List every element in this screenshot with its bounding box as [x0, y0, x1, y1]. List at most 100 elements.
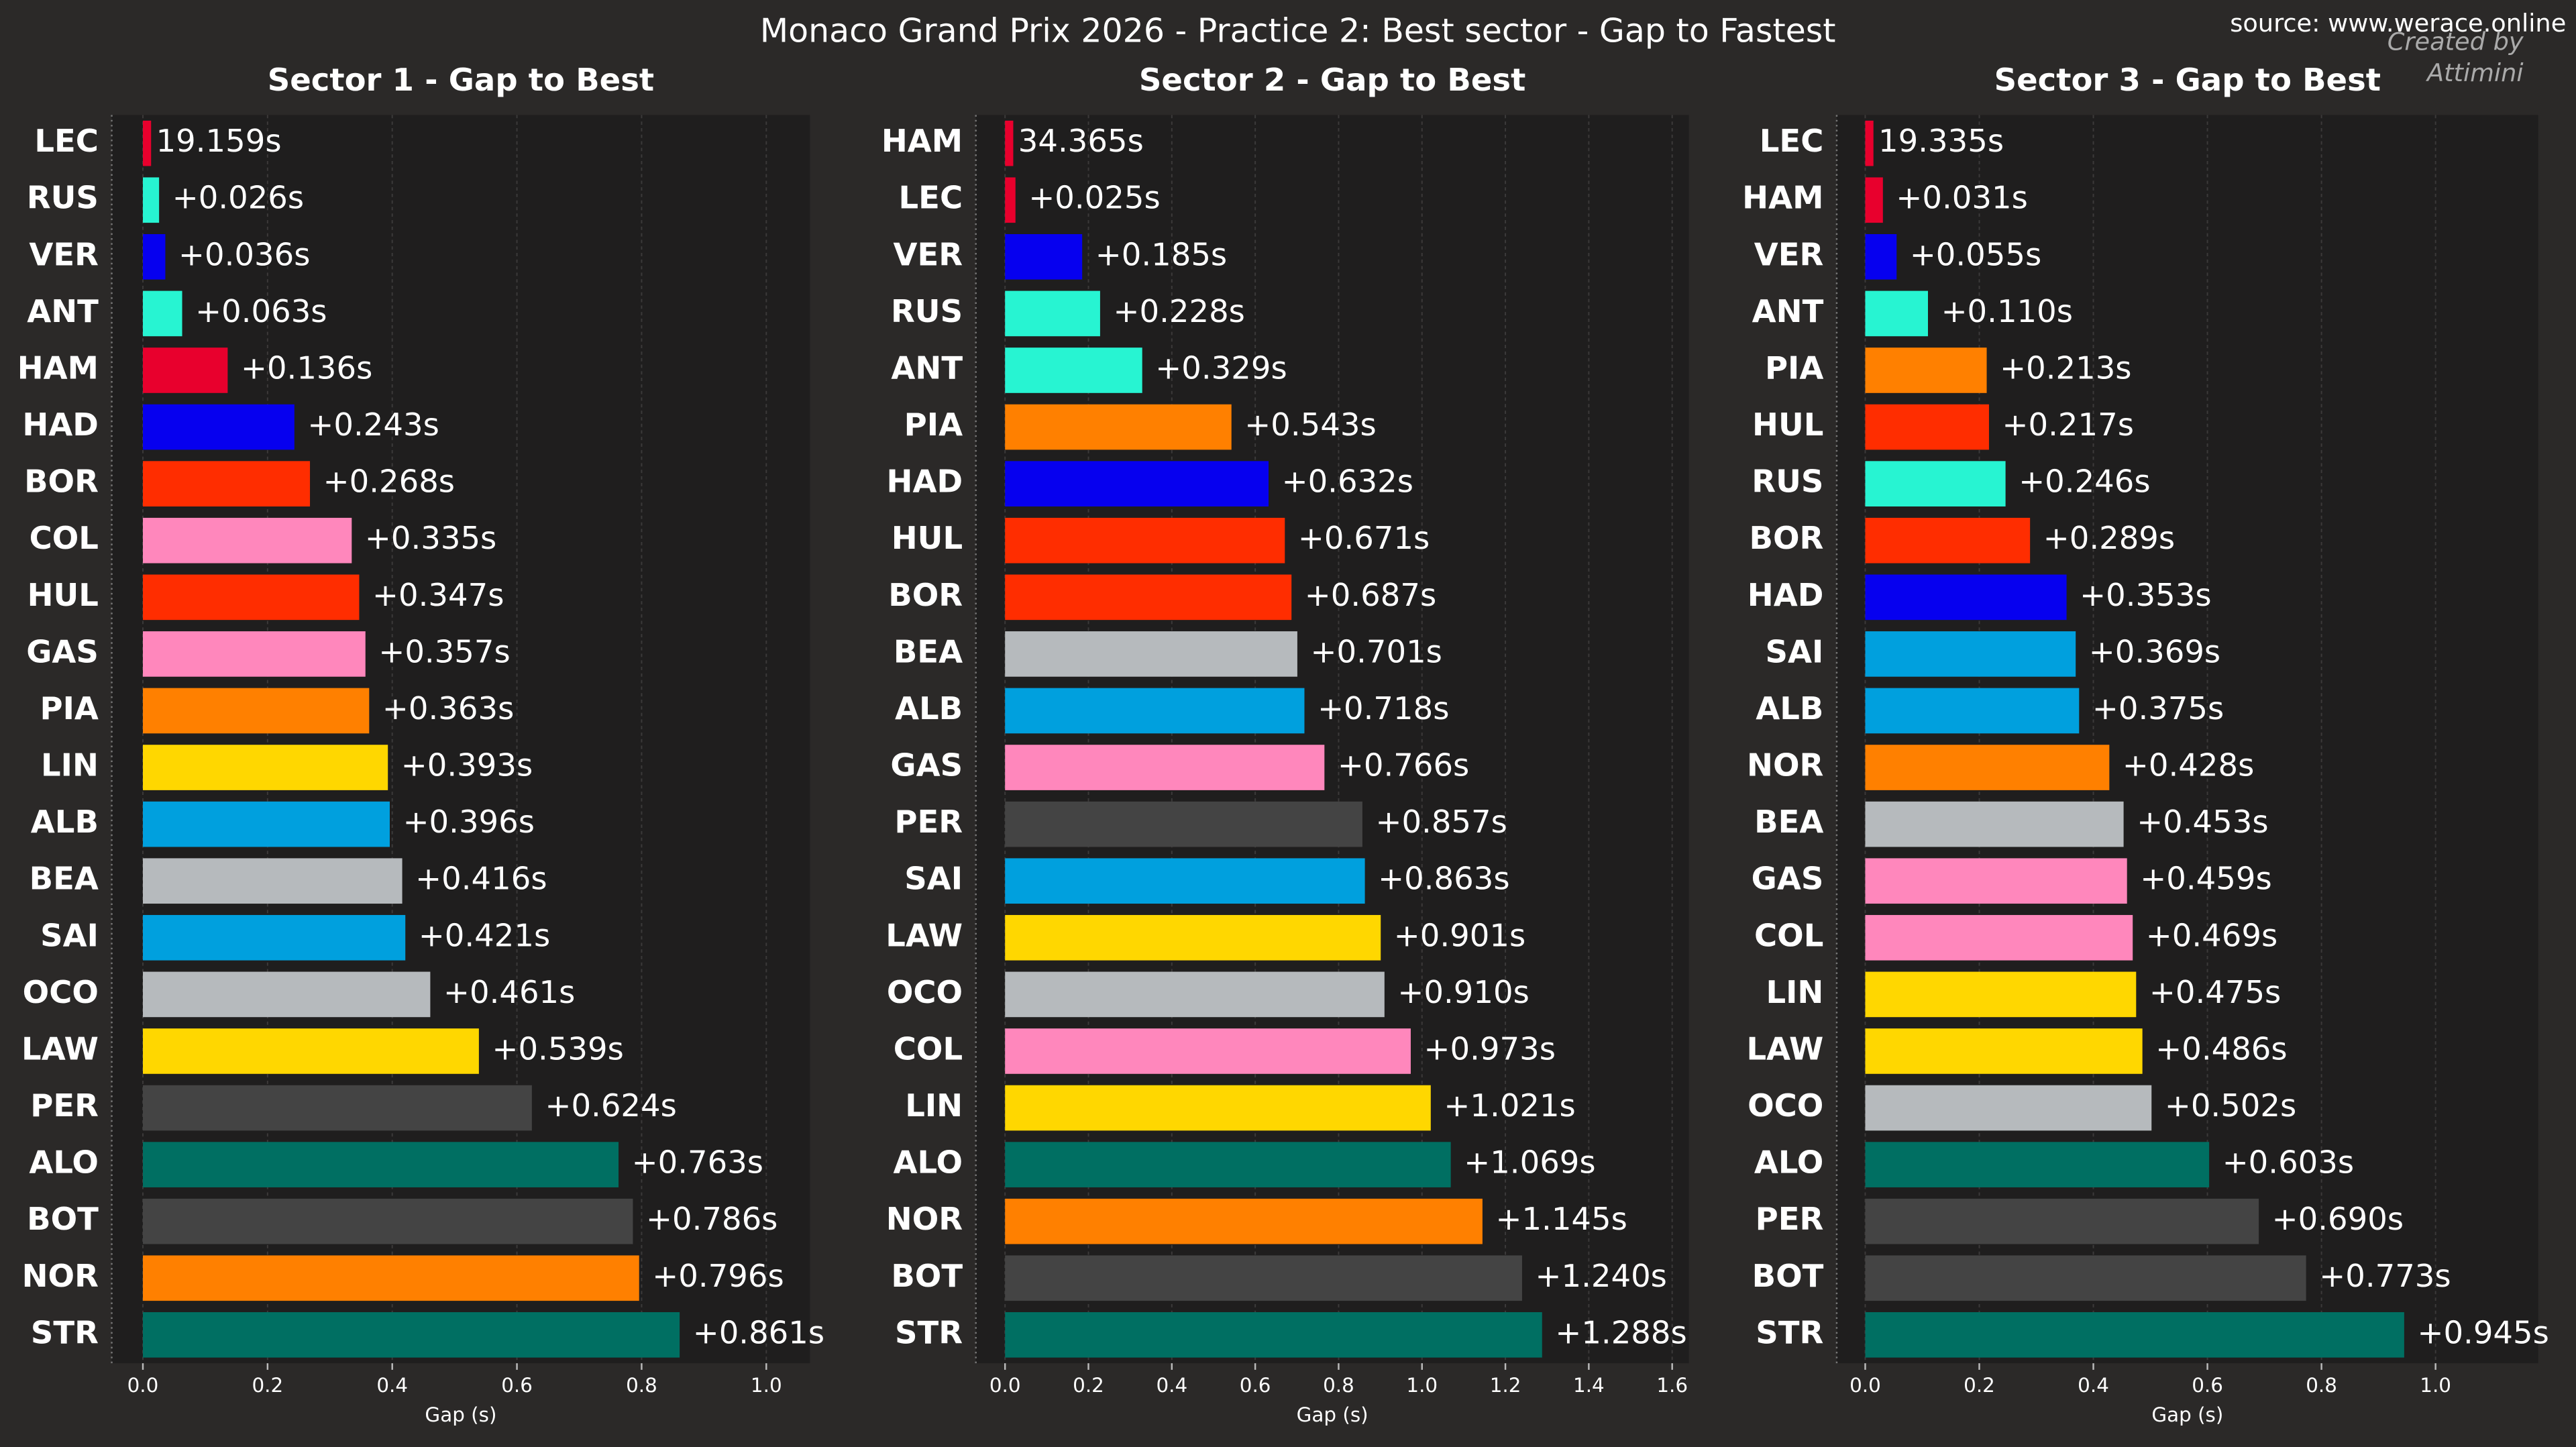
x-tick-label: 0.6	[1240, 1374, 1271, 1397]
x-tick-label: 0.4	[376, 1374, 408, 1397]
y-tick-label: OCO	[887, 974, 963, 1010]
bar	[1005, 177, 1016, 223]
y-tick-label: LAW	[21, 1030, 99, 1067]
value-label: +0.603s	[2222, 1144, 2354, 1181]
panel-title: Sector 1 - Gap to Best	[268, 62, 654, 98]
value-label: +0.453s	[2137, 804, 2268, 840]
value-label: +0.461s	[443, 974, 575, 1010]
bar	[1005, 1142, 1451, 1187]
value-label: +0.217s	[2002, 407, 2134, 443]
y-tick-label: PIA	[1765, 350, 1823, 386]
bar	[142, 631, 366, 677]
value-label: +0.375s	[2092, 690, 2224, 727]
panel-title: Sector 3 - Gap to Best	[1994, 62, 2381, 98]
y-tick-label: BOT	[891, 1258, 963, 1294]
bar	[1865, 461, 2006, 506]
x-tick-label: 0.0	[127, 1374, 159, 1397]
x-tick-label: 0.8	[1323, 1374, 1354, 1397]
bar	[1865, 631, 2076, 677]
y-tick-label: HAD	[22, 407, 99, 443]
value-label: +0.369s	[2089, 633, 2220, 669]
y-tick-label: LIN	[905, 1087, 963, 1124]
x-tick-label: 0.6	[501, 1374, 533, 1397]
chart-title: Monaco Grand Prix 2026 - Practice 2: Bes…	[760, 11, 1836, 50]
value-label: +0.289s	[2043, 520, 2175, 556]
value-label: +0.910s	[1397, 974, 1529, 1010]
credit-line: Created by	[2387, 27, 2524, 56]
panel-title: Sector 2 - Gap to Best	[1139, 62, 1525, 98]
bar	[1865, 914, 2133, 961]
y-tick-label: RUS	[27, 180, 99, 216]
bar	[1865, 801, 2124, 847]
leader-marker	[142, 120, 152, 166]
leader-marker	[1865, 120, 1874, 166]
bar	[142, 404, 294, 450]
y-tick-label: ANT	[1752, 293, 1824, 329]
y-tick-label: RUS	[891, 293, 963, 329]
value-label: +0.416s	[415, 861, 547, 897]
bar	[1865, 347, 1987, 393]
y-tick-label: ANT	[891, 350, 963, 386]
value-label: +0.475s	[2149, 974, 2281, 1010]
bar	[1865, 1085, 2152, 1131]
bar	[1005, 745, 1325, 790]
value-label: +0.246s	[2019, 464, 2150, 500]
x-tick-label: 0.2	[1073, 1374, 1104, 1397]
y-tick-label: PIA	[904, 407, 963, 443]
bar	[1005, 404, 1232, 450]
best-time-label: 19.159s	[156, 123, 282, 159]
value-label: +0.459s	[2140, 861, 2271, 897]
value-label: +0.773s	[2319, 1258, 2451, 1294]
y-tick-label: HUL	[1752, 407, 1823, 443]
y-tick-label: HAM	[881, 123, 963, 159]
bar	[1005, 631, 1297, 677]
value-label: +0.335s	[365, 520, 496, 556]
credit-line: Attimini	[2426, 58, 2524, 87]
value-label: +0.690s	[2272, 1201, 2404, 1237]
y-tick-label: HUL	[892, 520, 963, 556]
bar	[142, 290, 182, 337]
y-tick-label: BOT	[1752, 1258, 1824, 1294]
credit: Created by Attimini	[2387, 27, 2524, 87]
value-label: +0.786s	[646, 1201, 777, 1237]
value-label: +1.288s	[1555, 1314, 1686, 1350]
y-tick-label: RUS	[1752, 464, 1823, 500]
bar	[1865, 688, 2080, 734]
value-label: +0.347s	[372, 577, 504, 613]
value-label: +0.353s	[2080, 577, 2211, 613]
value-label: +1.021s	[1444, 1087, 1575, 1124]
bar	[1865, 234, 1897, 280]
value-label: +0.031s	[1896, 180, 2027, 216]
value-label: +0.543s	[1244, 407, 1376, 443]
value-label: +0.671s	[1298, 520, 1430, 556]
y-tick-label: LAW	[1746, 1030, 1823, 1067]
value-label: +0.766s	[1338, 747, 1469, 784]
value-label: +0.025s	[1028, 180, 1160, 216]
y-tick-label: STR	[31, 1314, 99, 1350]
bar	[1005, 1028, 1411, 1074]
y-tick-label: PER	[30, 1087, 99, 1124]
bar	[142, 574, 360, 621]
x-tick-label: 1.2	[1490, 1374, 1521, 1397]
bar	[1005, 688, 1305, 734]
bar	[1865, 517, 2031, 564]
y-tick-label: BOT	[27, 1201, 99, 1237]
y-tick-label: VER	[1754, 236, 1824, 272]
bar	[142, 1028, 479, 1074]
value-label: +0.539s	[492, 1030, 623, 1067]
y-tick-label: BEA	[894, 633, 963, 669]
bar	[142, 801, 390, 847]
bar	[1005, 1085, 1431, 1131]
value-label: +0.857s	[1375, 804, 1507, 840]
bar	[1005, 914, 1381, 961]
bar	[1865, 1198, 2259, 1244]
value-label: +0.945s	[2417, 1314, 2548, 1350]
value-label: +0.861s	[693, 1314, 824, 1350]
y-tick-label: BOR	[24, 464, 99, 500]
value-label: +0.055s	[1910, 236, 2041, 272]
value-label: +0.357s	[378, 633, 510, 669]
bar	[1005, 858, 1365, 904]
value-label: +0.036s	[178, 236, 310, 272]
